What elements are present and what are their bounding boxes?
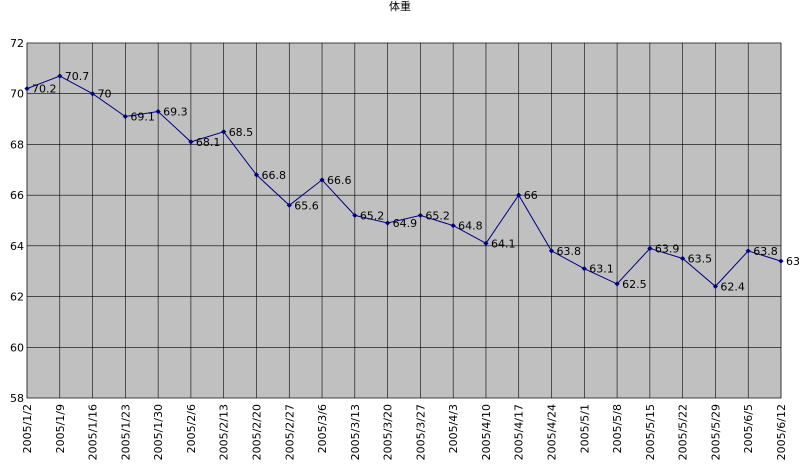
- x-tick-label: 2005/3/27: [414, 404, 427, 460]
- y-tick-label: 68: [10, 138, 24, 151]
- data-point: [516, 192, 522, 198]
- data-point: [253, 172, 260, 178]
- data-point: [188, 139, 194, 145]
- data-label: 64.1: [491, 237, 516, 250]
- data-point: [778, 258, 784, 264]
- y-tick-label: 60: [10, 341, 24, 354]
- x-tick-label: 2005/1/23: [119, 404, 132, 460]
- data-label: 64.8: [458, 220, 483, 233]
- data-label: 63.5: [688, 253, 713, 266]
- data-label: 69.3: [163, 105, 188, 118]
- y-tick-label: 66: [10, 189, 24, 202]
- data-label: 70: [98, 88, 112, 101]
- x-tick-label: 2005/4/10: [480, 404, 493, 460]
- data-point: [680, 255, 686, 262]
- data-point: [450, 222, 456, 229]
- plot-area: [26, 42, 782, 399]
- x-tick-label: 2005/2/13: [218, 404, 231, 460]
- data-point: [581, 266, 587, 272]
- data-point: [57, 73, 63, 79]
- data-label: 63.8: [753, 245, 778, 258]
- data-label: 66.6: [327, 174, 352, 187]
- data-point: [647, 245, 653, 251]
- data-point: [483, 240, 489, 246]
- x-tick-label: 2005/1/30: [152, 404, 165, 460]
- data-point: [352, 212, 358, 219]
- data-label: 68.5: [229, 126, 254, 139]
- data-label: 65.2: [425, 209, 450, 222]
- weight-series: [24, 73, 784, 290]
- data-point: [89, 91, 96, 97]
- x-tick-label: 2005/2/6: [185, 404, 198, 453]
- data-point: [319, 177, 325, 183]
- y-tick-label: 72: [10, 37, 24, 50]
- x-tick-label: 2005/4/24: [546, 404, 559, 460]
- data-point: [221, 129, 227, 135]
- x-tick-label: 2005/3/6: [316, 404, 329, 453]
- data-label: 63.1: [589, 263, 614, 276]
- x-tick-label: 2005/6/12: [775, 404, 788, 460]
- data-point: [712, 283, 719, 290]
- data-point: [614, 281, 620, 287]
- x-tick-label: 2005/1/2: [21, 404, 34, 453]
- x-tick-label: 2005/5/22: [677, 404, 690, 460]
- data-labels: 70.2 70.7 70 69.1 69.3 68.1 68.5 66.8 65.6 66.6 65…: [32, 70, 800, 293]
- y-tick-label: 64: [10, 240, 24, 253]
- data-point: [155, 108, 161, 115]
- data-point: [286, 202, 292, 208]
- x-tick-label: 2005/1/9: [54, 404, 67, 453]
- x-tick-label: 2005/2/20: [250, 404, 263, 460]
- data-point: [24, 86, 30, 92]
- data-point: [122, 113, 128, 120]
- data-label: 63.4: [786, 255, 800, 268]
- data-label: 66: [524, 189, 538, 202]
- data-label: 63.9: [655, 242, 680, 255]
- y-tick-label: 70: [10, 88, 24, 101]
- data-label: 63.8: [557, 245, 582, 258]
- data-label: 62.5: [622, 278, 647, 291]
- x-tick-label: 2005/5/8: [611, 404, 624, 453]
- x-tick-label: 2005/4/17: [513, 404, 526, 460]
- data-label: 62.4: [720, 280, 745, 293]
- x-tick-label: 2005/3/20: [382, 404, 395, 460]
- y-tick-label: 62: [10, 291, 24, 304]
- x-tick-label: 2005/1/16: [87, 404, 100, 460]
- y-tick-label: 58: [10, 392, 24, 405]
- x-axis-ticks: 2005/1/2 2005/1/9 2005/1/16 2005/1/23 2005/1…: [21, 404, 788, 460]
- data-label: 69.1: [130, 111, 155, 124]
- x-tick-label: 2005/3/13: [349, 404, 362, 460]
- data-label: 68.1: [196, 136, 221, 149]
- x-tick-label: 2005/4/3: [447, 404, 460, 453]
- gridlines: [26, 42, 782, 399]
- x-tick-label: 2005/2/27: [283, 404, 296, 460]
- data-label: 70.2: [32, 83, 57, 96]
- chart-title: 体重: [389, 0, 411, 13]
- data-label: 65.2: [360, 209, 385, 222]
- x-tick-label: 2005/5/15: [644, 404, 657, 460]
- data-point: [745, 248, 751, 254]
- data-label: 70.7: [65, 70, 90, 83]
- data-label: 64.9: [393, 217, 418, 230]
- x-tick-label: 2005/5/1: [578, 404, 591, 453]
- data-label: 66.8: [261, 169, 286, 182]
- data-label: 65.6: [294, 199, 319, 212]
- series-line: [26, 75, 782, 288]
- data-point: [385, 220, 391, 226]
- data-point: [417, 212, 423, 219]
- data-point: [548, 248, 555, 254]
- x-tick-label: 2005/6/5: [742, 404, 755, 453]
- x-tick-label: 2005/5/29: [709, 404, 722, 460]
- y-axis-ticks: 58 60 62 64 66 68 70 72: [10, 37, 24, 405]
